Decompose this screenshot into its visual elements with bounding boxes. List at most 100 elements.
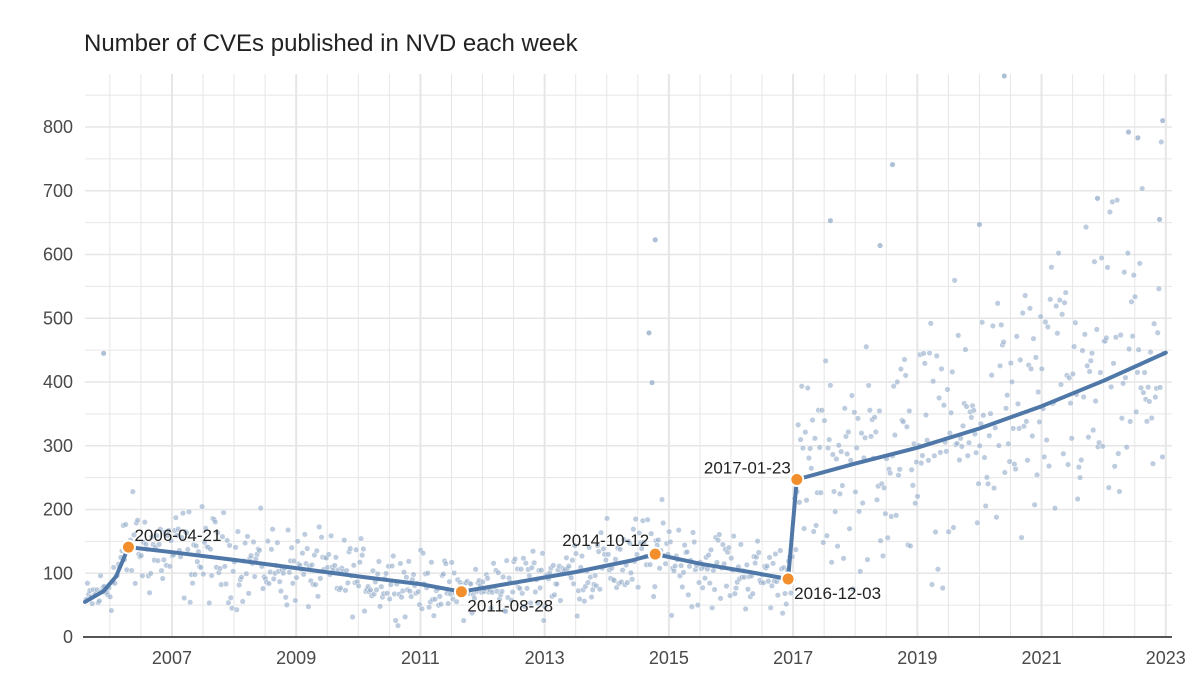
data-point — [541, 603, 548, 610]
data-point — [690, 529, 697, 536]
data-point — [318, 534, 325, 541]
data-point — [1104, 264, 1111, 271]
data-point — [1117, 331, 1124, 339]
data-point — [675, 527, 682, 534]
data-point — [921, 360, 928, 367]
data-point — [214, 529, 221, 536]
data-point — [1092, 398, 1099, 405]
data-point — [259, 585, 267, 592]
axis-layer: 2007 2009 2011 2013 2015 2017 2019 2021 2023 0 100… — [43, 117, 1186, 668]
data-point — [1001, 469, 1008, 476]
data-point — [479, 578, 486, 585]
data-point — [856, 508, 863, 515]
data-point — [406, 588, 414, 595]
x-tick-label: 2019 — [897, 648, 937, 668]
data-point — [651, 583, 658, 590]
data-point — [288, 544, 295, 551]
y-tick-label: 500 — [43, 308, 73, 328]
y-tick-label: 0 — [63, 627, 73, 647]
data-point — [684, 548, 691, 556]
data-point — [705, 551, 712, 559]
data-point — [840, 555, 847, 562]
data-point — [596, 586, 603, 593]
data-point — [551, 591, 558, 598]
data-point — [707, 546, 715, 553]
data-point — [594, 542, 601, 549]
data-point — [134, 517, 141, 524]
data-point — [160, 556, 167, 563]
data-point — [1105, 484, 1112, 491]
data-point — [764, 563, 771, 570]
data-point — [962, 346, 969, 353]
data-point — [569, 557, 576, 564]
data-point — [1086, 368, 1093, 375]
data-point — [571, 542, 578, 549]
data-point — [983, 474, 990, 481]
data-point — [426, 604, 433, 611]
data-point — [626, 540, 633, 547]
y-tick-label: 800 — [43, 117, 73, 137]
data-point — [839, 482, 846, 489]
data-point — [963, 403, 970, 410]
data-point — [286, 569, 293, 576]
data-point — [808, 465, 815, 472]
data-point — [314, 593, 322, 600]
data-point — [300, 571, 307, 578]
data-point — [792, 546, 799, 553]
data-point — [402, 613, 409, 620]
data-point — [666, 528, 673, 535]
data-point — [612, 556, 619, 563]
data-point — [841, 405, 848, 412]
data-point — [469, 609, 476, 617]
data-point — [360, 545, 367, 553]
data-point — [285, 526, 292, 534]
data-point — [239, 598, 246, 605]
grid-layer — [85, 74, 1172, 637]
data-point — [1047, 296, 1054, 303]
data-point — [522, 560, 529, 567]
data-point — [299, 550, 306, 557]
data-point — [828, 559, 835, 566]
data-point — [965, 439, 973, 446]
data-point — [181, 594, 188, 602]
breakpoint-label: 2017-01-23 — [704, 459, 791, 478]
data-point — [1055, 250, 1062, 257]
data-point — [236, 581, 243, 589]
data-point — [387, 581, 394, 588]
data-point — [779, 610, 786, 617]
data-point — [563, 554, 570, 561]
data-point — [863, 343, 870, 350]
data-point — [725, 544, 732, 551]
data-point — [1078, 456, 1085, 464]
data-point — [264, 538, 271, 545]
data-point — [830, 488, 838, 495]
data-point — [1080, 393, 1087, 401]
data-point — [716, 531, 723, 538]
data-point — [129, 488, 136, 495]
x-tick-label: 2023 — [1146, 648, 1186, 668]
data-point — [1018, 534, 1025, 541]
x-tick-label: 2021 — [1022, 648, 1062, 668]
data-point — [715, 537, 722, 544]
data-point — [1108, 383, 1115, 390]
data-point — [873, 496, 881, 503]
data-point — [777, 547, 784, 554]
data-point — [821, 417, 828, 424]
data-point — [743, 561, 750, 568]
data-point — [930, 378, 937, 385]
data-point — [193, 542, 200, 549]
data-point — [723, 583, 730, 590]
data-point — [166, 563, 173, 570]
data-point — [484, 575, 491, 582]
data-point — [1110, 360, 1117, 367]
data-point — [1115, 450, 1122, 457]
data-point — [185, 508, 193, 515]
data-point — [528, 564, 535, 571]
data-point — [936, 394, 943, 401]
data-point — [846, 525, 853, 532]
data-point — [405, 558, 412, 565]
data-point — [451, 569, 458, 577]
data-point — [350, 562, 357, 569]
data-point — [857, 568, 864, 575]
data-point — [848, 392, 855, 399]
